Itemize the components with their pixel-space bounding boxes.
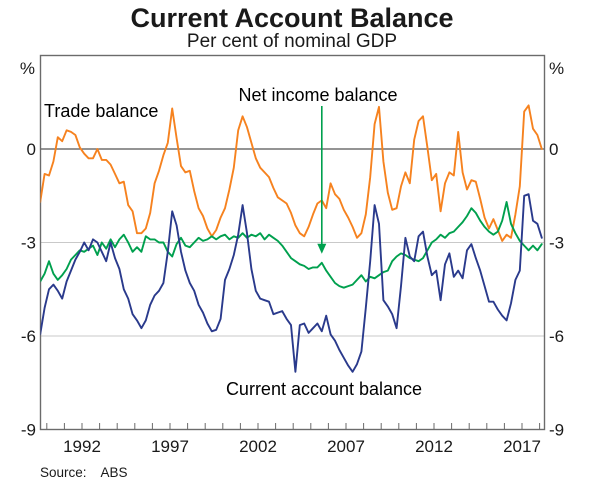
y-tick-label-right: 0	[549, 140, 558, 159]
source-value: ABS	[100, 465, 128, 480]
y-axis-unit-right: %	[549, 59, 565, 78]
source-label: Source:	[40, 465, 87, 480]
y-axis-unit-left: %	[19, 59, 35, 78]
x-tick-label: 2017	[503, 437, 541, 456]
x-tick-label: 1992	[63, 437, 101, 456]
x-tick-label: 2007	[327, 437, 365, 456]
series-label-net-income-balance: Net income balance	[238, 85, 398, 105]
plot-border	[39, 54, 546, 431]
series-label-current-account-balance: Current account balance	[225, 379, 423, 399]
y-tick-label-left: -6	[21, 327, 36, 346]
y-tick-label-right: -6	[549, 327, 564, 346]
chart-title: Current Account Balance	[130, 3, 454, 33]
y-tick-label-right: -3	[549, 234, 564, 253]
series-line-current-account-balance	[40, 193, 543, 373]
y-tick-label-left: 0	[27, 140, 36, 159]
annotation-arrow-head	[317, 243, 327, 254]
source-note: Source: ABS	[40, 465, 128, 480]
y-tick-label-left: -3	[21, 234, 36, 253]
x-tick-label: 2012	[415, 437, 453, 456]
series-line-trade-balance	[40, 104, 543, 242]
y-tick-label-left: -9	[21, 421, 36, 440]
x-tick-label: 2002	[239, 437, 277, 456]
x-tick-label: 1997	[151, 437, 189, 456]
series-label-trade-balance: Trade balance	[44, 101, 159, 121]
y-tick-label-right: -9	[549, 421, 564, 440]
chart-subtitle: Per cent of nominal GDP	[186, 31, 398, 52]
series-line-net-income-balance	[40, 201, 543, 289]
